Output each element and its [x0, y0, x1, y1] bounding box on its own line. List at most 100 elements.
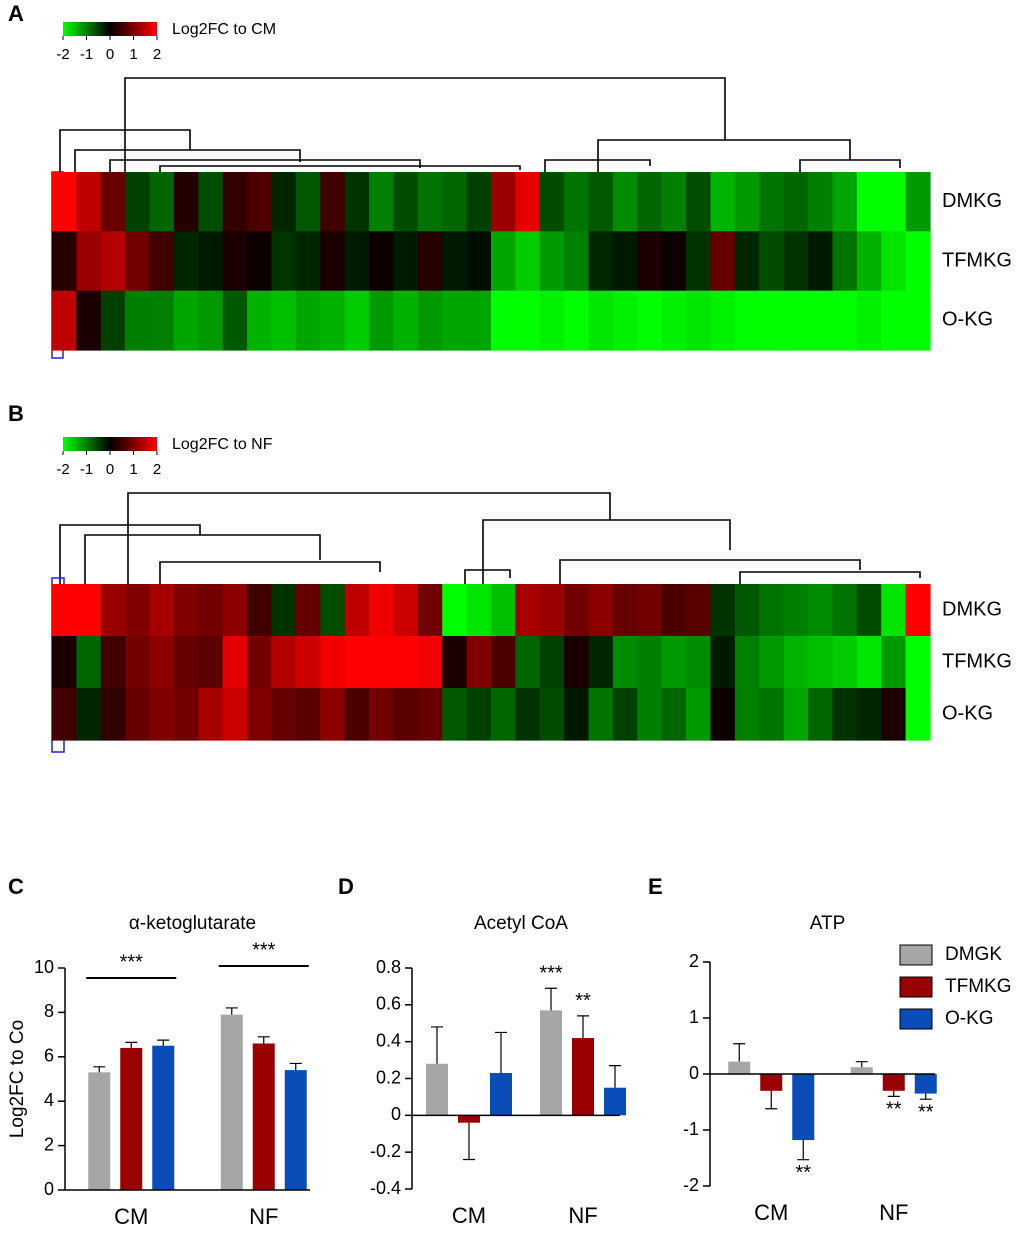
panel-label: A: [8, 1, 24, 26]
heatmap-cell: [344, 636, 370, 689]
heatmap-cell: [564, 636, 590, 689]
heatmap-cell: [710, 231, 736, 292]
bar: [728, 1061, 751, 1074]
heatmap-cell: [539, 172, 565, 232]
heatmap-cell: [491, 172, 516, 232]
y-tick-label: 0.6: [376, 994, 401, 1014]
heatmap-cell: [612, 688, 638, 741]
y-tick-label: -0.4: [370, 1178, 401, 1198]
heatmap-cell: [759, 636, 785, 689]
heatmap-cell: [734, 584, 760, 637]
heatmap-cell: [295, 172, 321, 232]
significance-label: **: [795, 1162, 811, 1184]
heatmap-cell: [808, 584, 834, 637]
heatmap-cell: [808, 231, 834, 292]
heatmap-cell: [222, 172, 248, 232]
heatmap-cell: [100, 688, 126, 741]
heatmap-cell: [149, 688, 175, 741]
heatmap-cell: [466, 636, 492, 689]
heatmap-cell: [588, 636, 614, 689]
heatmap-cell: [52, 636, 77, 689]
heatmap-cell: [686, 688, 712, 741]
row-label: O-KG: [942, 309, 993, 331]
heatmap-cell: [100, 231, 126, 292]
x-tick-label: CM: [114, 1204, 148, 1229]
heatmap-cell: [247, 584, 273, 637]
heatmap-cell: [417, 231, 443, 292]
bar: [252, 1043, 275, 1190]
row-label: DMKG: [942, 598, 1002, 620]
heatmap-cell: [52, 231, 77, 292]
heatmap-cell: [710, 172, 736, 232]
y-axis-label: Log2FC to Co: [7, 1020, 28, 1138]
heatmap-cell: [905, 688, 931, 741]
error-bar: [609, 1065, 621, 1088]
heatmap-cell: [515, 231, 541, 292]
error-bar: [289, 1062, 302, 1071]
heatmap-cell: [661, 636, 687, 689]
heatmap-cell: [856, 688, 882, 741]
heatmap-cell: [295, 231, 321, 292]
heatmap-cell: [734, 636, 760, 689]
row-label: TFMKG: [942, 249, 1012, 271]
colorbar-tick-label: -2: [56, 46, 69, 63]
significance-label: ***: [120, 951, 144, 973]
error-bar: [765, 1090, 778, 1110]
heatmap-cell: [539, 584, 565, 637]
heatmap-cell: [759, 688, 785, 741]
heatmap-cell: [564, 290, 590, 351]
heatmap-cell: [344, 688, 370, 741]
heatmap-cell: [588, 172, 614, 232]
heatmap-cell: [271, 584, 297, 637]
y-tick-label: -0.2: [370, 1141, 401, 1161]
y-tick-label: 0.2: [376, 1067, 401, 1087]
heatmap-cell: [808, 172, 834, 232]
heatmap-cell: [417, 584, 443, 637]
heatmap-cell: [832, 231, 858, 292]
heatmap-cell: [832, 290, 858, 351]
bar: [572, 1037, 594, 1116]
heatmap-cell: [759, 231, 785, 292]
heatmap-cell: [881, 584, 907, 637]
heatmap-cell: [271, 172, 297, 232]
heatmap-cell: [637, 584, 663, 637]
heatmap-cell: [588, 584, 614, 637]
error-bar: [93, 1066, 106, 1073]
heatmap-cell: [344, 231, 370, 292]
error-bar: [495, 1031, 507, 1073]
heatmap-cell: [369, 290, 395, 351]
heatmap-cell: [369, 688, 395, 741]
heatmap-cell: [539, 290, 565, 351]
bar: [604, 1087, 626, 1116]
heatmap-cell: [344, 172, 370, 232]
heatmap-cell: [734, 172, 760, 232]
heatmap-cell: [320, 636, 346, 689]
heatmap-cell: [832, 688, 858, 741]
heatmap-cell: [149, 231, 175, 292]
heatmap-cell: [491, 584, 516, 637]
heatmap-cell: [393, 231, 419, 292]
heatmap-cell: [661, 231, 687, 292]
heatmap-cell: [661, 172, 687, 232]
heatmap-cell: [198, 172, 224, 232]
heatmap-cell: [222, 688, 248, 741]
heatmap-cell: [320, 584, 346, 637]
heatmap-cell: [76, 231, 102, 292]
y-tick-label: 0.4: [376, 1030, 401, 1050]
heatmap-cell: [271, 231, 297, 292]
significance-label: ***: [539, 963, 563, 985]
error-bar: [257, 1036, 270, 1044]
heatmap-cell: [661, 688, 687, 741]
heatmap-cell: [344, 290, 370, 351]
heatmap-cell: [393, 290, 419, 351]
heatmap-cell: [881, 290, 907, 351]
heatmap-cell: [734, 290, 760, 351]
x-tick-label: NF: [249, 1204, 278, 1229]
error-bar: [463, 1122, 475, 1161]
significance-label: **: [575, 990, 591, 1012]
y-tick-label: 0: [391, 1104, 401, 1124]
heatmap-cell: [369, 584, 395, 637]
error-bar: [919, 1093, 932, 1100]
heatmap-cell: [442, 172, 468, 232]
row-label: O-KG: [942, 702, 993, 724]
